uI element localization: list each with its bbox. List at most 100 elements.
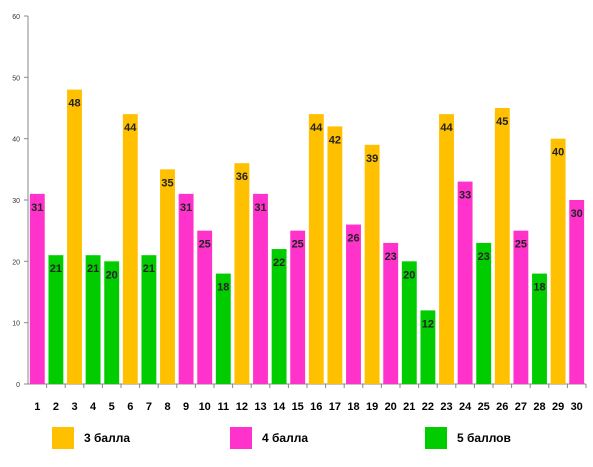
- data-label: 22: [273, 257, 285, 269]
- legend-label-4-balla: 4 балла: [262, 431, 309, 445]
- legend-item-3-balla: 3 балла: [52, 426, 130, 450]
- data-label: 25: [292, 239, 304, 251]
- data-label: 48: [68, 98, 80, 110]
- x-tick-label: 29: [552, 401, 564, 413]
- x-tick-label: 8: [164, 401, 170, 413]
- bar: [550, 138, 566, 384]
- y-tick-label: 0: [16, 382, 20, 389]
- bar: [346, 224, 361, 384]
- legend-item-4-balla: 4 балла: [230, 426, 308, 450]
- y-tick-label: 40: [12, 137, 20, 144]
- bar: [290, 230, 306, 384]
- legend-label-5-ballov: 5 баллов: [457, 431, 511, 445]
- x-tick-label: 9: [183, 401, 189, 413]
- x-tick-label: 4: [90, 401, 97, 413]
- x-tick-label: 7: [146, 401, 152, 413]
- y-tick-label: 10: [12, 321, 20, 328]
- x-tick-label: 19: [366, 401, 378, 413]
- bar: [253, 193, 268, 384]
- x-tick-label: 23: [440, 401, 452, 413]
- data-label: 31: [254, 202, 266, 214]
- y-tick-label: 50: [12, 75, 20, 82]
- x-tick-label: 22: [422, 401, 434, 413]
- bar: [48, 255, 64, 384]
- data-label: 33: [459, 190, 471, 202]
- bar: [197, 230, 213, 384]
- bar: [532, 273, 547, 384]
- legend-swatch-4-balla: [230, 427, 252, 449]
- bar: [85, 255, 101, 384]
- data-label: 40: [552, 147, 564, 159]
- bar: [457, 181, 473, 384]
- legend-swatch-3-balla: [52, 427, 74, 449]
- x-tick-label: 24: [459, 401, 472, 413]
- data-label: 23: [385, 251, 397, 263]
- bar: [308, 114, 324, 384]
- x-tick-label: 16: [310, 401, 322, 413]
- x-tick-label: 27: [515, 401, 527, 413]
- legend-item-5-ballov: 5 баллов: [425, 426, 511, 450]
- x-tick-label: 11: [217, 401, 229, 413]
- y-tick-label: 30: [12, 198, 20, 205]
- data-label: 25: [515, 239, 527, 251]
- x-tick-label: 3: [71, 401, 77, 413]
- data-label: 23: [478, 251, 490, 263]
- bar: [234, 163, 250, 384]
- bar: [67, 89, 82, 384]
- data-label: 18: [217, 282, 229, 294]
- y-tick-label: 60: [12, 14, 20, 21]
- data-label: 21: [50, 263, 62, 275]
- x-tick-label: 1: [34, 401, 40, 413]
- bar: [327, 126, 343, 385]
- bar: [476, 242, 492, 384]
- bar: [383, 242, 399, 384]
- x-tick-label: 13: [254, 401, 266, 413]
- data-label: 35: [161, 177, 173, 189]
- bar: [29, 193, 45, 384]
- data-label: 44: [124, 122, 137, 134]
- bar: [569, 200, 585, 384]
- x-tick-label: 28: [533, 401, 545, 413]
- data-label: 30: [571, 208, 583, 220]
- legend-label-3-balla: 3 балла: [84, 431, 131, 445]
- bar: [513, 230, 529, 384]
- x-tick-label: 5: [109, 401, 115, 413]
- x-tick-label: 2: [53, 401, 59, 413]
- x-tick-label: 6: [127, 401, 133, 413]
- x-tick-label: 10: [199, 401, 211, 413]
- bar: [420, 310, 436, 384]
- y-tick-label: 20: [12, 259, 20, 266]
- data-label: 21: [143, 263, 155, 275]
- bar: [141, 255, 157, 384]
- x-tick-label: 25: [478, 401, 490, 413]
- data-label: 21: [87, 263, 99, 275]
- bar: [401, 261, 417, 384]
- bar: [122, 114, 138, 384]
- x-tick-label: 15: [292, 401, 304, 413]
- data-label: 36: [236, 171, 248, 183]
- bar: [160, 169, 175, 384]
- bar: [178, 193, 194, 384]
- data-label: 31: [31, 202, 43, 214]
- data-label: 39: [366, 153, 378, 165]
- x-tick-label: 20: [385, 401, 397, 413]
- x-tick-label: 12: [236, 401, 248, 413]
- data-label: 44: [440, 122, 453, 134]
- data-label: 26: [347, 233, 359, 245]
- legend-swatch-5-ballov: [425, 427, 447, 449]
- bar: [364, 144, 380, 384]
- x-tick-label: 14: [273, 401, 286, 413]
- bar: [215, 273, 231, 384]
- data-label: 42: [329, 134, 341, 146]
- bar: [494, 108, 510, 384]
- data-label: 20: [106, 269, 118, 281]
- x-tick-label: 21: [403, 401, 415, 413]
- x-tick-label: 30: [571, 401, 583, 413]
- data-label: 20: [403, 269, 415, 281]
- bar: [439, 114, 454, 384]
- data-label: 25: [199, 239, 211, 251]
- x-tick-label: 26: [496, 401, 508, 413]
- data-label: 31: [180, 202, 192, 214]
